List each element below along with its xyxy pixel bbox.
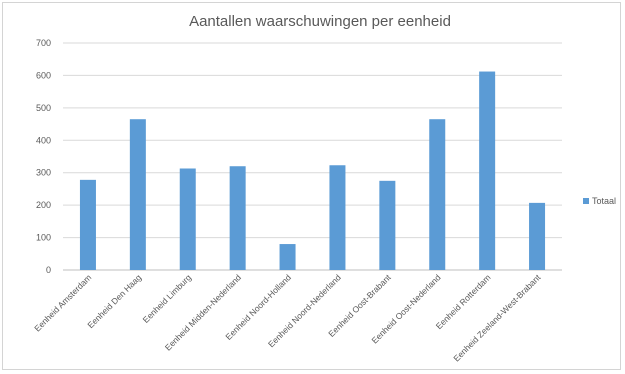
bar <box>279 244 296 270</box>
x-category-label: Eenheid Amsterdam <box>32 272 93 333</box>
legend-swatch <box>583 198 589 204</box>
y-tick-label: 300 <box>36 168 51 178</box>
y-tick-label: 700 <box>36 38 51 48</box>
bar <box>529 202 546 270</box>
y-tick-label: 0 <box>46 265 51 275</box>
legend-label: Totaal <box>592 196 616 206</box>
y-tick-label: 600 <box>36 70 51 80</box>
bar <box>379 180 396 270</box>
bars <box>79 71 546 270</box>
y-tick-label: 400 <box>36 135 51 145</box>
bar <box>129 119 146 270</box>
y-tick-label: 100 <box>36 233 51 243</box>
bar <box>229 166 246 270</box>
bar <box>429 119 446 270</box>
bar <box>479 71 496 270</box>
legend: Totaal <box>583 196 616 206</box>
x-category-label: Eenheid Rotterdam <box>434 272 493 331</box>
bar <box>79 179 96 270</box>
x-category-label: Eenheid Zeeland-West-Brabant <box>451 272 543 364</box>
bar <box>179 168 196 270</box>
chart-frame <box>2 2 621 370</box>
y-axis-ticks: 0 100 200 300 400 500 600 700 <box>36 38 51 275</box>
x-category-label: Eenheid Limburg <box>141 272 194 325</box>
gridlines <box>63 42 562 271</box>
x-category-label: Eenheid Den Haag <box>85 272 143 330</box>
y-tick-label: 200 <box>36 200 51 210</box>
bar <box>329 165 346 270</box>
chart-title: Aantallen waarschuwingen per eenheid <box>189 13 451 30</box>
y-tick-label: 500 <box>36 103 51 113</box>
